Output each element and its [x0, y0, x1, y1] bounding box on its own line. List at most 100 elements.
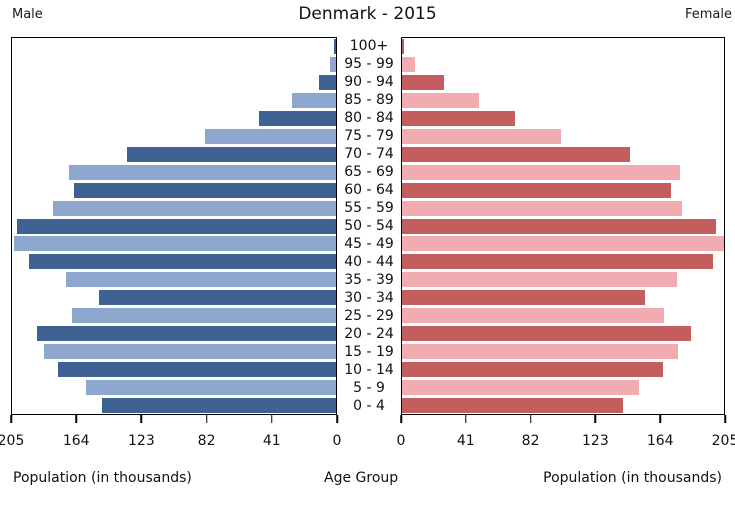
male-header-label: Male [12, 7, 43, 22]
female-axis-ticks: 0 41 82 123 164 205 [397, 415, 735, 449]
female-bar [402, 272, 677, 288]
male-bar [53, 200, 336, 216]
female-bar-row [402, 128, 724, 146]
female-bar-row [402, 289, 724, 307]
axis-tick-label: 164 [62, 433, 90, 449]
female-bar [402, 182, 671, 198]
female-header-label: Female [684, 7, 732, 22]
female-axis-label: Population (in thousands) [543, 470, 722, 486]
female-bar [402, 397, 624, 413]
axis-tick-mark [594, 415, 597, 423]
female-bar-row [402, 325, 724, 343]
female-bar-row [402, 92, 724, 110]
male-bar-row [12, 307, 336, 325]
male-bar [73, 182, 336, 198]
age-group-label: 50 - 54 [344, 218, 394, 234]
female-bar [402, 39, 405, 55]
male-bars-panel [11, 37, 337, 415]
male-bar [13, 236, 336, 252]
age-group-label: 95 - 99 [344, 56, 394, 72]
axis-tick-label: 41 [456, 433, 475, 449]
female-bar-row [402, 163, 724, 181]
axis-tick-mark [10, 415, 12, 423]
female-bar-row [402, 145, 724, 163]
axis-tick-label: 82 [521, 433, 540, 449]
female-bar-row [402, 342, 724, 360]
age-group-label: 5 - 9 [353, 380, 385, 396]
male-bar-row [12, 217, 336, 235]
axis-tick-label: 41 [262, 433, 281, 449]
female-bar [402, 93, 479, 109]
age-group-label: 0 - 4 [353, 398, 385, 414]
female-bar-row [402, 38, 724, 56]
female-bar [402, 164, 681, 180]
male-bar-row [12, 235, 336, 253]
male-bar [102, 397, 336, 413]
age-group-label: 15 - 19 [344, 344, 394, 360]
female-bar-row [402, 74, 724, 92]
axis-tick-mark [271, 415, 273, 423]
male-bar-row [12, 110, 336, 128]
male-bar [329, 57, 336, 73]
male-bar [318, 75, 336, 91]
female-bar [402, 236, 724, 252]
female-bar [402, 254, 713, 270]
female-bar-row [402, 56, 724, 74]
male-bar-row [12, 289, 336, 307]
male-bar-row [12, 38, 336, 56]
female-bar-row [402, 360, 724, 378]
female-bar [402, 200, 682, 216]
age-group-labels-column: 100+ 95 - 99 90 - 94 85 - 89 80 - 84 75 - 79 7… [337, 37, 401, 415]
male-bar [98, 290, 336, 306]
female-bar-row [402, 199, 724, 217]
female-bar-row [402, 396, 724, 414]
axis-tick-mark [465, 415, 467, 423]
female-bar [402, 218, 717, 234]
age-group-axis-label: Age Group [324, 470, 399, 486]
age-group-label: 65 - 69 [344, 164, 394, 180]
male-axis-label: Population (in thousands) [13, 470, 192, 486]
male-bar-row [12, 360, 336, 378]
axis-tick-label: 82 [197, 433, 216, 449]
age-group-label: 25 - 29 [344, 308, 394, 324]
age-group-label: 100+ [349, 38, 389, 54]
female-bar-row [402, 271, 724, 289]
female-bar [402, 57, 415, 73]
axis-tick-mark [400, 415, 402, 423]
male-bar [65, 272, 336, 288]
chart-title: Denmark - 2015 [298, 4, 437, 24]
male-bar-row [12, 92, 336, 110]
male-bar [333, 39, 336, 55]
male-bar-row [12, 271, 336, 289]
age-group-label: 20 - 24 [344, 326, 394, 342]
male-bar [16, 218, 336, 234]
female-bars-panel [401, 37, 725, 415]
male-bar-row [12, 342, 336, 360]
male-bar-row [12, 253, 336, 271]
male-bar [43, 343, 336, 359]
axis-labels-row: Population (in thousands) Age Group Popu… [0, 470, 735, 490]
age-group-label: 10 - 14 [344, 362, 394, 378]
female-bar [402, 111, 516, 127]
age-group-label: 80 - 84 [344, 110, 394, 126]
male-bar-row [12, 128, 336, 146]
age-group-label: 35 - 39 [344, 272, 394, 288]
male-bar-row [12, 396, 336, 414]
male-bar [68, 164, 336, 180]
axis-tick-mark [529, 415, 532, 423]
female-bar [402, 128, 561, 144]
male-bar-row [12, 163, 336, 181]
female-bar [402, 75, 445, 91]
male-bar [86, 379, 336, 395]
male-bar [258, 111, 336, 127]
age-group-label: 45 - 49 [344, 236, 394, 252]
female-bar [402, 308, 665, 324]
age-group-label: 60 - 64 [344, 182, 394, 198]
female-bar [402, 343, 679, 359]
female-bar-row [402, 181, 724, 199]
female-bar-row [402, 378, 724, 396]
axis-tick-mark [724, 415, 726, 423]
female-bar-row [402, 110, 724, 128]
age-group-label: 55 - 59 [344, 200, 394, 216]
